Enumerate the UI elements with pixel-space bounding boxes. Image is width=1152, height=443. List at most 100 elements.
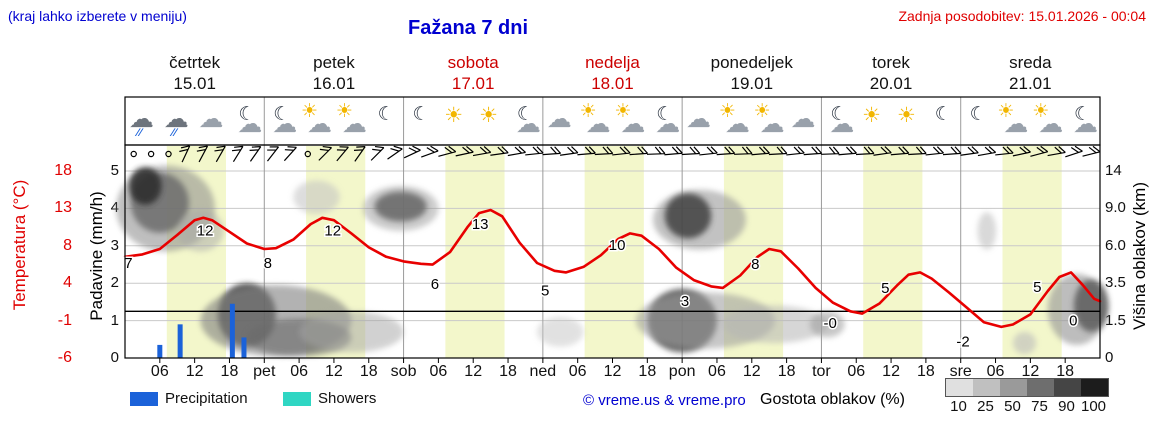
- moon-cloud-icon: ☾ ☁: [515, 104, 541, 138]
- precipitation-legend-item: Precipitation: [130, 390, 248, 407]
- day-icons: ☾ ☀ ☁ ☀ ☁ ☾ ☁: [961, 98, 1100, 144]
- weather-icons-row: ☁ ∕∕ ☁ ∕∕ ☁ ☾ ☁ ☾ ☁ ☀ ☁ ☀ ☁ ☾ ☾ ☀ ☀ ☾ ☁ ☁ ☀ ☁ ☀ ☁ ☾ ☁ ☁ ☀ ☁ ☀ ☁ ☁ ☾ ☁ ☀ ☀ ☾ ☾…: [125, 98, 1100, 144]
- precipitation-swatch: [130, 391, 158, 406]
- day-name: sreda: [1009, 53, 1052, 72]
- moon-cloud-icon: ☾ ☁: [655, 104, 681, 138]
- svg-text:13: 13: [472, 216, 489, 233]
- showers-swatch: [283, 391, 311, 406]
- hour-label: 06: [150, 363, 169, 380]
- rain-icon: ☁ ∕∕: [163, 105, 189, 139]
- sun-cloud-icon: ☀ ☁: [997, 101, 1029, 138]
- moon-icon: ☾: [377, 104, 395, 125]
- day-icons: ☾ ☁ ☀ ☁ ☀ ☁ ☾: [264, 98, 403, 144]
- hour-label: 18: [220, 363, 239, 380]
- precip-tick: 2: [110, 274, 119, 292]
- precip-tick: 3: [110, 236, 119, 254]
- svg-text:-2: -2: [956, 334, 969, 351]
- moon-icon: ☾: [934, 104, 952, 125]
- day-abbrev-label: sre: [949, 363, 972, 380]
- red-tick: 18: [54, 162, 72, 179]
- svg-text:8: 8: [264, 255, 272, 272]
- cloud-density-ticks: 10 25 50 75 90 100: [945, 398, 1107, 415]
- day-date: 18.01: [591, 74, 634, 93]
- sun-cloud-icon: ☀ ☁: [301, 101, 332, 138]
- day-header-sobota: sobota 17.01: [404, 52, 543, 94]
- cloud-density-scale: [945, 378, 1109, 397]
- precip-tick: 4: [110, 199, 119, 217]
- hour-label: 18: [359, 363, 378, 380]
- showers-legend-item: Showers: [283, 390, 376, 407]
- day-abbrev-label: tor: [812, 363, 831, 380]
- density-tick: 90: [1058, 398, 1075, 415]
- sun-cloud-icon: ☀ ☁: [1032, 101, 1064, 138]
- page-title: Fažana 7 dni: [407, 17, 529, 39]
- red-tick: -6: [57, 349, 72, 366]
- svg-text:12: 12: [324, 222, 341, 239]
- hour-label: 12: [742, 363, 761, 380]
- day-date: 20.01: [869, 74, 913, 93]
- day-name: četrtek: [169, 53, 221, 72]
- day-abbrev-label: ned: [529, 363, 557, 380]
- red-tick: 4: [63, 274, 72, 292]
- hour-label: 06: [568, 363, 587, 380]
- svg-text:0: 0: [1069, 313, 1077, 330]
- moon-cloud-icon: ☾ ☁: [1073, 104, 1099, 138]
- day-header-ponedeljek: ponedeljek 19.01: [682, 52, 821, 94]
- hour-label: 06: [847, 363, 866, 380]
- hour-label: 18: [1056, 363, 1075, 380]
- day-icons: ☁ ∕∕ ☁ ∕∕ ☁ ☾ ☁: [125, 98, 264, 144]
- cloud-tick: 9.0: [1105, 199, 1126, 217]
- sun-cloud-icon: ☀ ☁: [335, 101, 367, 138]
- legend-row: Precipitation Showers © vreme.us & vreme…: [0, 378, 1152, 434]
- hour-label: 06: [429, 363, 448, 380]
- cloud-icon: ☁: [686, 105, 712, 133]
- day-icons: ☾ ☁ ☀ ☀ ☾: [821, 98, 960, 144]
- showers-label: Showers: [318, 390, 377, 407]
- hour-label: 12: [185, 363, 204, 380]
- red-tick: 8: [63, 236, 72, 254]
- hour-label: 06: [708, 363, 726, 380]
- day-date: 19.01: [730, 74, 774, 93]
- day-header-torek: torek 20.01: [821, 52, 960, 94]
- day-icons: ☾ ☀ ☀ ☾ ☁: [404, 98, 543, 144]
- cloud-icon: ☁: [546, 105, 572, 133]
- hour-label: 12: [882, 363, 900, 380]
- day-date: 17.01: [451, 74, 495, 93]
- menu-hint: (kraj lahko izberete v meniju): [8, 8, 187, 24]
- hour-label: 18: [638, 363, 657, 380]
- day-headers: četrtek 15.01 petek 16.01 sobota 17.01 nedelja…: [125, 52, 1100, 94]
- svg-text:7: 7: [124, 255, 132, 272]
- hour-label: 06: [986, 363, 1005, 380]
- density-swatch: [946, 379, 973, 396]
- credit-link[interactable]: © vreme.us & vreme.pro: [583, 392, 746, 409]
- density-swatch: [1027, 379, 1054, 396]
- day-header-petek: petek 16.01: [264, 52, 403, 94]
- day-header-nedelja: nedelja 18.01: [543, 52, 682, 94]
- sun-cloud-icon: ☀ ☁: [614, 101, 646, 138]
- day-name: torek: [872, 53, 910, 72]
- density-swatch: [973, 379, 1000, 396]
- cloud-tick: 3.5: [1105, 274, 1126, 292]
- density-tick: 50: [1004, 398, 1021, 415]
- svg-text:5: 5: [881, 280, 889, 297]
- red-tick: -1: [57, 311, 72, 329]
- svg-text:5: 5: [1033, 279, 1041, 296]
- day-name: nedelja: [585, 53, 640, 72]
- hour-label: 12: [1021, 363, 1040, 380]
- sun-icon: ☀: [862, 104, 881, 127]
- day-header-četrtek: četrtek 15.01: [125, 52, 264, 94]
- moon-cloud-icon: ☾ ☁: [829, 104, 855, 138]
- precip-tick: 1: [110, 311, 119, 329]
- hour-label: 12: [325, 363, 343, 380]
- hour-label: 12: [464, 363, 483, 380]
- density-tick: 75: [1031, 398, 1048, 415]
- svg-text:5: 5: [541, 282, 549, 299]
- hour-label: 12: [603, 363, 622, 380]
- hour-label: 18: [499, 363, 517, 380]
- day-date: 16.01: [312, 74, 356, 93]
- red-tick: 13: [54, 199, 72, 217]
- moon-icon: ☾: [969, 104, 987, 125]
- day-header-sreda: sreda 21.01: [961, 52, 1100, 94]
